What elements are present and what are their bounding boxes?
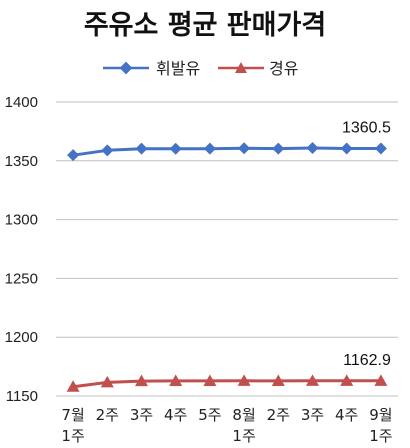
y-tick-label: 1350	[5, 153, 38, 170]
legend-item-diesel: 경유	[218, 59, 298, 78]
data-point	[100, 375, 114, 388]
series-line-0	[72, 146, 381, 157]
data-point	[101, 144, 114, 157]
legend: 휘발유 경유	[103, 59, 298, 78]
data-point	[203, 142, 216, 155]
x-tick-label: 9월	[369, 406, 392, 424]
data-point	[306, 374, 319, 386]
legend-marker-gasoline	[119, 61, 133, 75]
data-point	[272, 142, 285, 155]
data-point	[238, 142, 251, 155]
data-point	[169, 374, 183, 386]
x-tick-label: 7월	[61, 406, 84, 424]
data-label: 1360.5	[342, 119, 391, 136]
series-line-1	[72, 379, 381, 389]
y-tick-label: 1300	[5, 212, 38, 229]
data-point	[306, 141, 319, 154]
data-point	[66, 380, 80, 392]
series-group	[66, 141, 388, 392]
x-tick-label: 2주	[267, 406, 290, 424]
x-tick-label: 2주	[96, 406, 119, 424]
chart-title: 주유소 평균 판매가격	[84, 10, 326, 41]
data-point	[340, 374, 354, 386]
legend-marker-diesel	[235, 62, 247, 73]
x-tick-label: 3주	[130, 406, 153, 424]
x-tick-label: 5주	[198, 406, 221, 424]
legend-label-diesel: 경유	[269, 59, 298, 78]
y-tick-label: 1200	[5, 329, 38, 346]
data-point	[135, 142, 148, 155]
data-point	[67, 149, 80, 162]
y-tick-label: 1150	[6, 388, 38, 405]
x-tick-label: 8월	[232, 406, 255, 424]
y-tick-label: 1400	[5, 94, 38, 111]
y-tick-label: 1250	[5, 270, 38, 287]
data-point	[271, 374, 285, 386]
data-point	[340, 142, 353, 155]
data-label: 1162.9	[343, 352, 391, 369]
x-tick-label: 3주	[301, 406, 324, 424]
x-tick-label: 4주	[335, 406, 358, 424]
x-tick-label: 1주	[369, 427, 392, 445]
y-axis-ticks: 1150 1200 1250 1300 1350 1400	[5, 94, 38, 405]
legend-item-gasoline: 휘발유	[103, 59, 200, 78]
legend-label-gasoline: 휘발유	[156, 59, 200, 78]
x-tick-label: 4주	[164, 406, 187, 424]
data-point	[203, 374, 217, 386]
data-point	[237, 374, 251, 386]
x-axis-ticks: 7월 1주 2주 3주 4주 5주 8월 1주 2주 3주 4주 9월 1주	[61, 406, 392, 445]
data-point	[169, 142, 182, 155]
data-point	[135, 374, 148, 387]
x-tick-label: 1주	[61, 427, 84, 445]
data-point	[374, 374, 388, 386]
x-tick-label: 1주	[232, 427, 255, 445]
data-point	[374, 142, 387, 155]
grid	[56, 101, 398, 397]
annotations: 1360.5 1162.9	[342, 119, 391, 368]
